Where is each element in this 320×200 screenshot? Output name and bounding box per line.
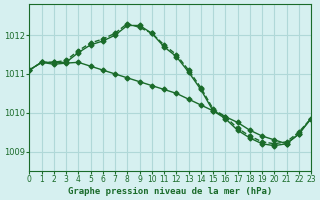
X-axis label: Graphe pression niveau de la mer (hPa): Graphe pression niveau de la mer (hPa) xyxy=(68,187,272,196)
